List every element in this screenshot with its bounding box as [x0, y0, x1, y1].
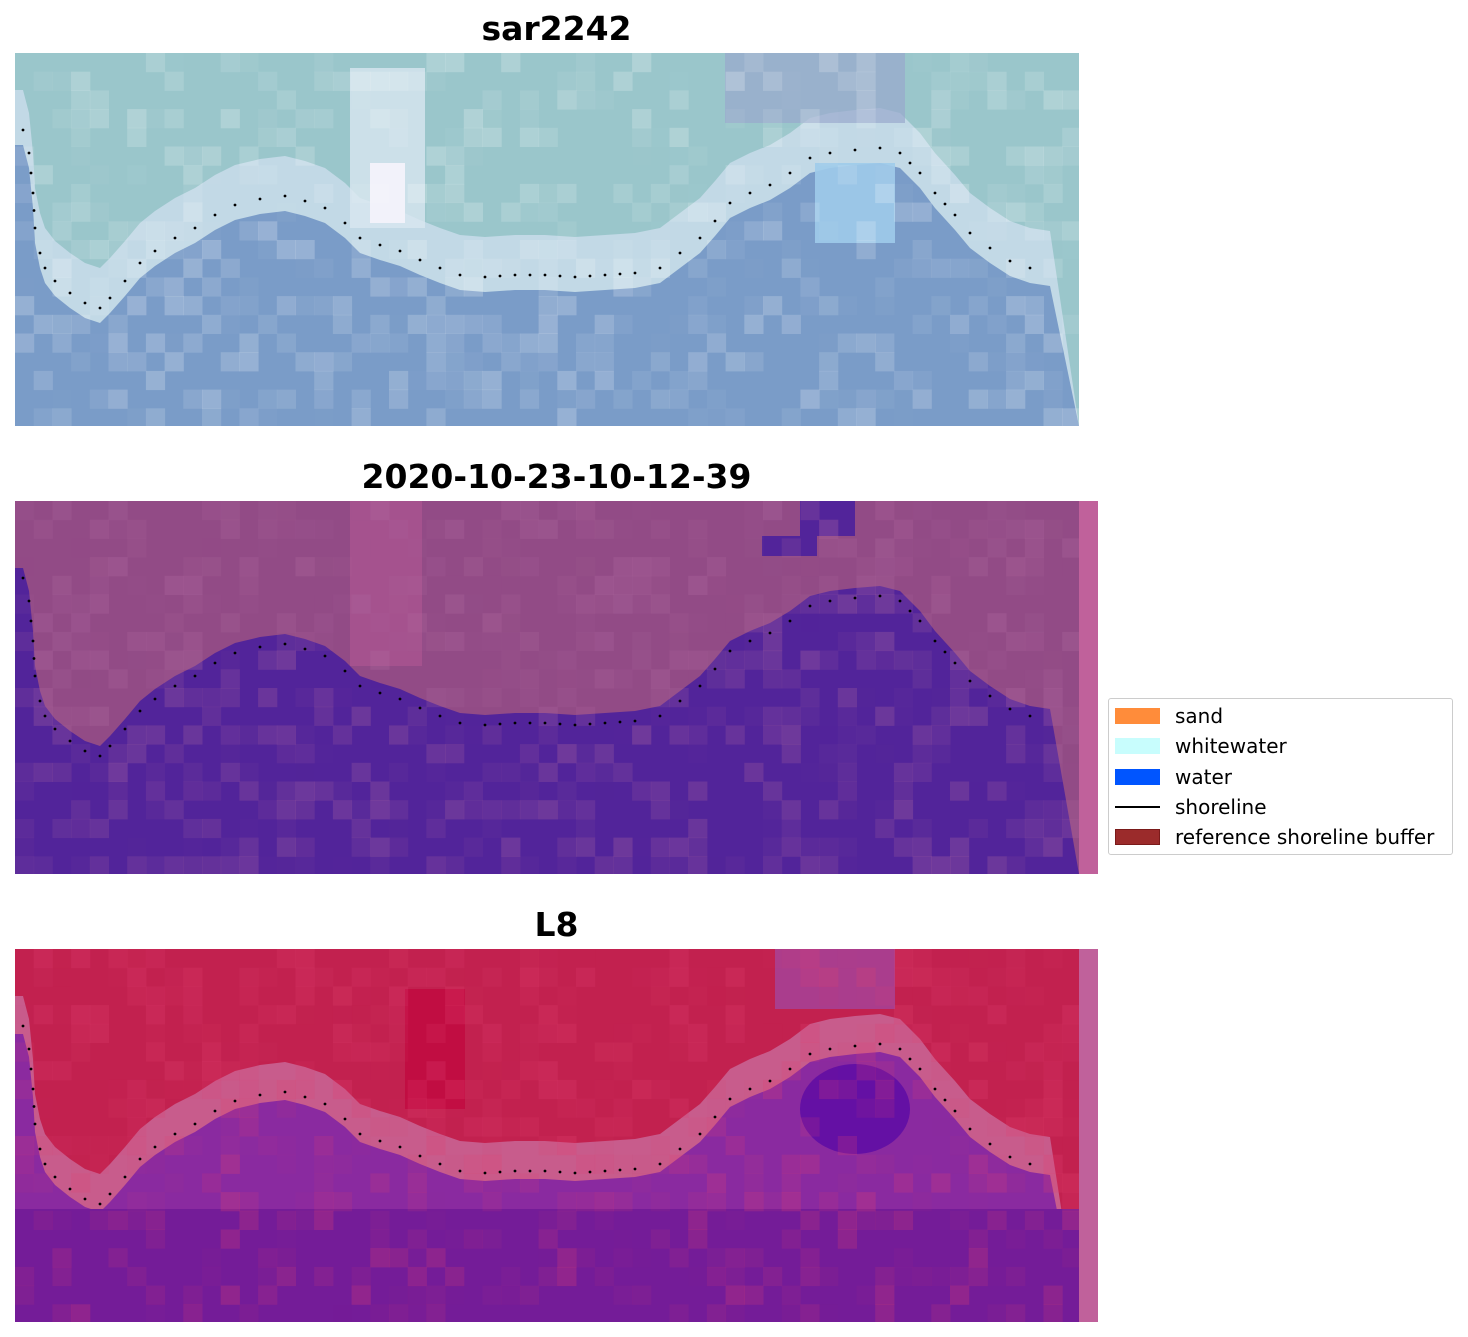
panel-title-sar: sar2242	[481, 9, 632, 48]
legend-item-sand: sand	[1115, 704, 1223, 728]
purple-patch	[775, 949, 895, 1009]
bright-patch	[370, 163, 405, 223]
legend-label-sand: sand	[1175, 704, 1224, 728]
red-streak	[405, 989, 465, 1109]
shoreline-line-swatch	[1115, 806, 1160, 808]
water-block-top	[800, 501, 855, 536]
legend: sand whitewater water shoreline referenc…	[1108, 698, 1453, 855]
legend-label-water: water	[1175, 765, 1232, 789]
legend-item-water: water	[1115, 765, 1232, 789]
water-area	[15, 145, 1079, 426]
classified-image-panel	[15, 501, 1098, 874]
legend-item-reference-buffer: reference shoreline buffer	[1115, 825, 1434, 849]
pixel-texture	[15, 501, 1082, 874]
water-area	[15, 1209, 1079, 1322]
shoreline	[21, 128, 1032, 310]
legend-label-reference-buffer: reference shoreline buffer	[1175, 825, 1435, 849]
l8-image-panel	[15, 949, 1098, 1322]
water-swatch	[1115, 769, 1160, 785]
panel-title-l8: L8	[534, 905, 579, 944]
purple-patch	[725, 53, 905, 123]
shoreline	[21, 1024, 1032, 1206]
water-class-area	[15, 568, 1079, 874]
light-blue-patch	[815, 163, 895, 243]
legend-label-whitewater: whitewater	[1175, 734, 1287, 758]
sand-swatch	[1115, 708, 1160, 724]
reference-buffer-swatch	[1115, 829, 1160, 845]
whitewater-swatch	[1115, 738, 1160, 754]
buffer-strip	[1079, 949, 1098, 1322]
legend-item-whitewater: whitewater	[1115, 734, 1287, 758]
pixel-texture	[15, 949, 1082, 1322]
buffer-strip	[1079, 501, 1098, 874]
panel-title-classified: 2020-10-23-10-12-39	[361, 457, 752, 496]
pixel-texture	[15, 53, 1079, 426]
legend-item-shoreline: shoreline	[1115, 795, 1267, 819]
shoreline	[21, 576, 1032, 758]
legend-label-shoreline: shoreline	[1175, 795, 1267, 819]
sar-image-panel	[15, 53, 1079, 426]
dark-water-patch	[800, 1064, 910, 1154]
highlight-patch	[350, 501, 422, 666]
water-block-step	[762, 536, 817, 556]
